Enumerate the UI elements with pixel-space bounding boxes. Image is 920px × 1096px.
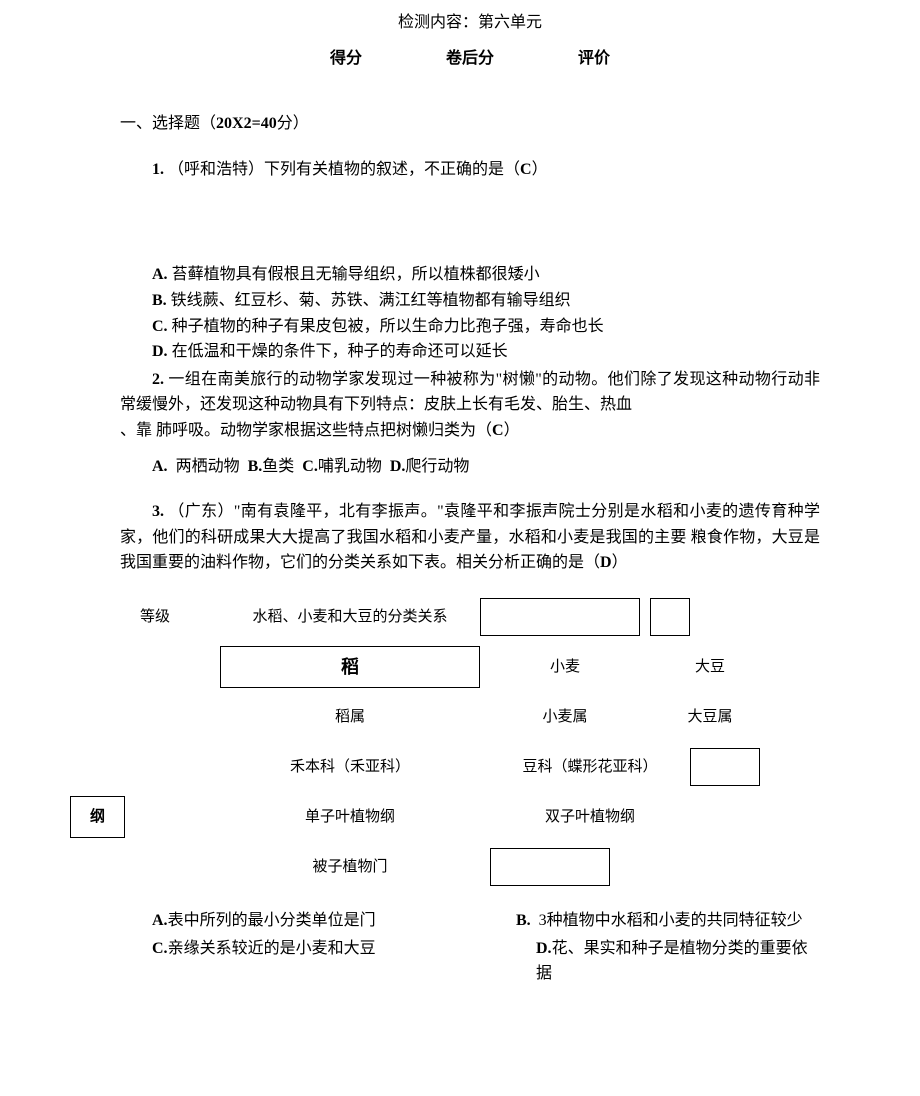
section-1-heading: 一、选择题（20X2=40分） xyxy=(120,111,820,137)
q2-text2: 、靠 肺呼吸。动物学家根据这些特点把树懒归类为（ xyxy=(120,422,492,439)
score-label-1: 得分 xyxy=(330,50,362,67)
score-label-3: 评价 xyxy=(578,50,610,67)
blank-header-2 xyxy=(650,598,690,636)
q3-close: ） xyxy=(612,554,628,571)
blank-family xyxy=(690,748,760,786)
species-soy: 大豆 xyxy=(650,655,770,679)
family-legume: 豆科（蝶形花亚科） xyxy=(490,755,690,779)
species-wheat: 小麦 xyxy=(490,655,640,679)
q3-opt-a: 表中所列的最小分类单位是门 xyxy=(168,912,376,929)
genus-soy: 大豆属 xyxy=(650,705,770,729)
question-3: 3. （广东）"南有袁隆平，北有李振声。"袁隆平和李振声院士分别是水稻和小麦的遗… xyxy=(120,499,820,989)
q1-opt-b-label: B. xyxy=(152,292,167,309)
species-rice: 稻 xyxy=(220,646,480,688)
q3-opt-c: 亲缘关系较近的是小麦和大豆 xyxy=(168,940,376,957)
q1-opt-a: 苔藓植物具有假根且无输导组织，所以植株都很矮小 xyxy=(172,266,540,283)
q1-text: 下列有关植物的叙述，不正确的是（ xyxy=(264,161,520,178)
phylum: 被子植物门 xyxy=(220,855,480,879)
question-1: 1. （呼和浩特）下列有关植物的叙述，不正确的是（C） A. 苔藓植物具有假根且… xyxy=(120,157,820,365)
class-label-box: 纲 xyxy=(70,796,125,838)
score-label-2: 卷后分 xyxy=(446,50,494,67)
table-header-row: 等级 水稻、小麦和大豆的分类关系 xyxy=(140,596,820,638)
q3-b-label: B. xyxy=(516,912,539,929)
q1-opt-c: 种子植物的种子有果皮包被，所以生命力比孢子强，寿命也长 xyxy=(172,318,604,335)
blank-header-1 xyxy=(480,598,640,636)
q1-opt-b: 铁线蕨、红豆杉、菊、苏铁、满江红等植物都有输导组织 xyxy=(171,292,571,309)
q2-number: 2. xyxy=(152,371,164,388)
q1-options: A. 苔藓植物具有假根且无输导组织，所以植株都很矮小 B. 铁线蕨、红豆杉、菊、… xyxy=(120,262,820,364)
q3-d-label: D. xyxy=(536,940,552,957)
q3-a-label: A. xyxy=(152,912,168,929)
q2-opt-d: 爬行动物 xyxy=(405,458,469,475)
page-title: 检测内容：第六单元 xyxy=(120,10,820,36)
q2-b-label: B. xyxy=(248,458,263,475)
q2-c-label: C. xyxy=(302,458,318,475)
q1-source: （呼和浩特） xyxy=(168,161,264,178)
q1-opt-c-label: C. xyxy=(152,318,168,335)
q3-answer: D xyxy=(600,554,612,571)
question-2: 2. 一组在南美旅行的动物学家发现过一种被称为"树懒"的动物。他们除了发现这种动… xyxy=(120,367,820,479)
q2-d-label: D. xyxy=(390,458,406,475)
q3-opt-b: 3种植物中水稻和小麦的共同特征较少 xyxy=(539,912,803,929)
family-row: 禾本科（禾亚科） 豆科（蝶形花亚科） xyxy=(140,746,820,788)
genus-wheat: 小麦属 xyxy=(490,705,640,729)
q2-close: ） xyxy=(504,422,520,439)
genus-rice: 稻属 xyxy=(220,705,480,729)
q3-number: 3. xyxy=(152,503,164,520)
q2-opt-c: 哺乳动物 xyxy=(318,458,382,475)
q1-opt-d-label: D. xyxy=(152,343,168,360)
species-row: 稻 小麦 大豆 xyxy=(140,646,820,688)
q1-answer: C xyxy=(520,161,532,178)
classification-table: 等级 水稻、小麦和大豆的分类关系 稻 小麦 大豆 稻属 小麦属 大 xyxy=(140,596,820,888)
class-di: 双子叶植物纲 xyxy=(490,805,690,829)
class-mono: 单子叶植物纲 xyxy=(220,805,480,829)
sec1-suf: 分） xyxy=(277,115,309,132)
table-heading: 水稻、小麦和大豆的分类关系 xyxy=(220,605,480,629)
score-row: 得分 卷后分 评价 xyxy=(120,46,820,72)
q1-close: ） xyxy=(532,161,548,178)
phylum-row: 被子植物门 xyxy=(140,846,820,888)
q2-answer: C xyxy=(492,422,504,439)
family-gramineae: 禾本科（禾亚科） xyxy=(220,755,480,779)
blank-phylum xyxy=(490,848,610,886)
q1-opt-d: 在低温和干燥的条件下，种子的寿命还可以延长 xyxy=(172,343,508,360)
sec1-formula: 20X2=40 xyxy=(216,115,277,132)
q2-opt-a: 两栖动物 xyxy=(176,458,240,475)
sec1-pre: 一、选择题（ xyxy=(120,115,216,132)
q3-options: A.表中所列的最小分类单位是门 B. 3种植物中水稻和小麦的共同特征较少 C.亲… xyxy=(120,908,820,989)
q2-a-label: A. xyxy=(152,458,168,475)
q2-text1: 一组在南美旅行的动物学家发现过一种被称为"树懒"的动物。他们除了发现这种动物行动… xyxy=(120,371,820,414)
q3-opt-d: 花、果实和种子是植物分类的重要依据 xyxy=(536,940,808,983)
q3-c-label: C. xyxy=(152,940,168,957)
q1-opt-a-label: A. xyxy=(152,266,168,283)
q1-number: 1. xyxy=(152,161,164,178)
q3-source: （广东） xyxy=(168,503,233,520)
level-label: 等级 xyxy=(140,605,220,629)
q2-opt-b: 鱼类 xyxy=(262,458,294,475)
section-1: 一、选择题（20X2=40分） 1. （呼和浩特）下列有关植物的叙述，不正确的是… xyxy=(120,111,820,989)
class-row: 纲 单子叶植物纲 双子叶植物纲 xyxy=(70,796,820,838)
genus-row: 稻属 小麦属 大豆属 xyxy=(140,696,820,738)
